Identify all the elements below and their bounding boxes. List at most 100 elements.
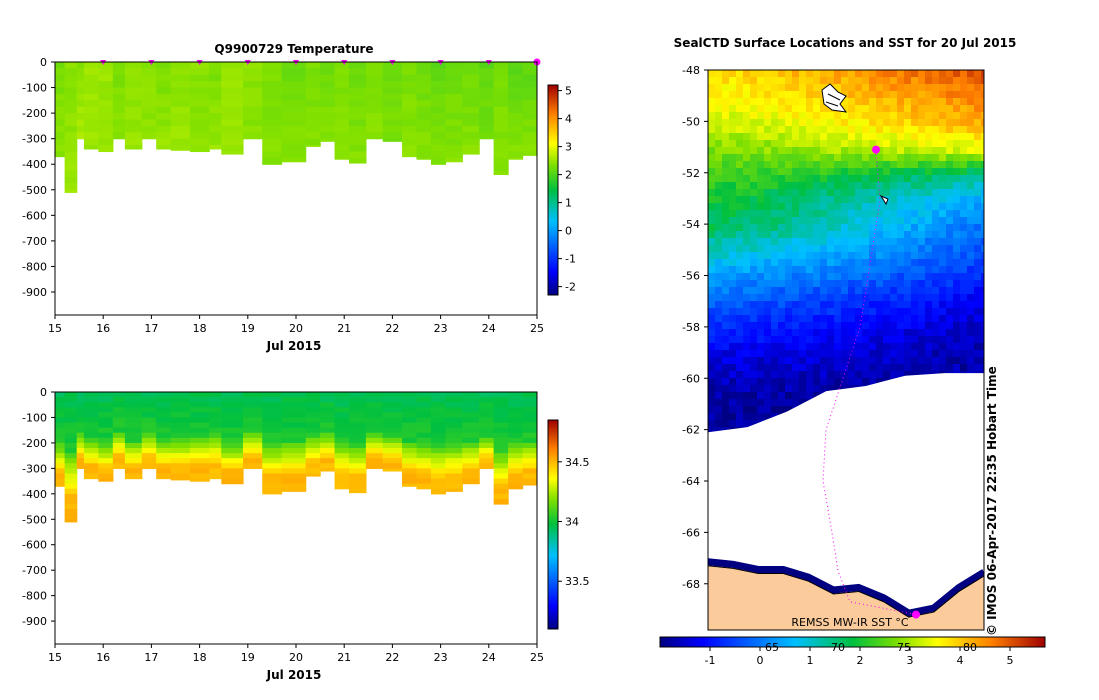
sst-cell <box>820 252 828 260</box>
temperature-cell <box>98 62 114 69</box>
sst-cell <box>827 119 835 127</box>
sst-cell <box>904 238 912 246</box>
sst-cell <box>750 413 758 421</box>
salinity-cell <box>462 432 480 439</box>
sst-cell <box>918 329 926 337</box>
sst-cell <box>771 280 779 288</box>
sst-cell <box>932 168 940 176</box>
salinity-cell <box>416 458 432 464</box>
temperature-cell <box>156 100 172 108</box>
sst-cell <box>876 196 884 204</box>
salinity-cell <box>281 453 307 459</box>
temperature-cell <box>382 93 403 101</box>
sst-cell <box>981 70 984 78</box>
sst-cell <box>904 77 912 85</box>
sst-cell <box>785 308 793 316</box>
sst-cell <box>911 238 919 246</box>
sst-cell <box>806 112 814 120</box>
temperature-cell <box>462 62 480 69</box>
sst-cell <box>918 252 926 260</box>
temperature-cell <box>170 119 191 127</box>
sst-cell <box>743 161 751 169</box>
sst-cell <box>736 357 744 365</box>
sst-cell <box>904 364 912 372</box>
sst-cell <box>722 322 730 330</box>
temperature-cell <box>124 87 143 95</box>
salinity-cell <box>83 427 99 434</box>
sst-cell <box>834 322 842 330</box>
temperature-cell <box>508 62 524 69</box>
sst-cell <box>715 280 723 288</box>
sst-cell <box>967 189 975 197</box>
sst-cell <box>799 70 807 78</box>
temperature-cell <box>479 125 495 133</box>
sst-cell <box>841 196 849 204</box>
sst-cell <box>841 266 849 274</box>
temperature-cell <box>402 68 418 76</box>
temperature-cell <box>522 113 537 121</box>
sst-cell <box>911 294 919 302</box>
salinity-cell <box>221 407 244 413</box>
sst-cell <box>890 112 898 120</box>
sst-cell <box>883 189 891 197</box>
sst-cell <box>708 378 716 386</box>
sst-cell <box>911 126 919 134</box>
sst-cell <box>953 364 961 372</box>
salinity-cell <box>365 453 384 459</box>
sst-cell <box>722 126 730 134</box>
temperature-cell <box>221 87 244 95</box>
sst-cell <box>743 140 751 148</box>
temperature-cell <box>382 113 403 121</box>
sst-cell <box>841 70 849 78</box>
sst-cell <box>764 371 772 379</box>
sst-cell <box>876 119 884 127</box>
sst-cell <box>757 308 765 316</box>
temperature-cell <box>479 113 495 121</box>
colorbar-overlay-label: 70 <box>831 641 845 654</box>
salinity-cell <box>156 437 172 444</box>
x-tick-label: 17 <box>144 651 158 664</box>
salinity-cell <box>124 422 143 429</box>
sst-cell <box>785 182 793 190</box>
sst-cell <box>715 343 723 351</box>
sst-cell <box>883 203 891 211</box>
sst-cell <box>778 364 786 372</box>
sst-cell <box>715 189 723 197</box>
sst-cell <box>750 154 758 162</box>
salinity-cell <box>382 453 403 459</box>
salinity-cell <box>479 402 495 408</box>
temperature-cell <box>221 74 244 82</box>
sst-cell <box>806 385 814 393</box>
temperature-cell <box>334 62 350 69</box>
salinity-cell <box>479 432 495 439</box>
sst-cell <box>855 287 863 295</box>
salinity-cell <box>124 468 143 475</box>
sst-cell <box>757 91 765 99</box>
salinity-cell <box>320 402 336 408</box>
sst-cell <box>967 210 975 218</box>
sst-cell <box>792 168 800 176</box>
sst-cell <box>813 315 821 323</box>
sst-cell <box>778 308 786 316</box>
temperature-cell <box>445 68 463 76</box>
temperature-cell <box>430 138 447 146</box>
y-tick-label: 0 <box>40 386 47 399</box>
salinity-cell <box>189 473 210 480</box>
sst-cell <box>890 154 898 162</box>
sst-cell <box>897 364 905 372</box>
sst-cell <box>883 252 891 260</box>
salinity-cell <box>112 442 126 449</box>
sst-cell <box>708 413 716 421</box>
sst-cell <box>827 196 835 204</box>
sst-cell <box>785 322 793 330</box>
salinity-cell <box>281 488 307 492</box>
salinity-cell <box>334 422 350 429</box>
sst-cell <box>904 329 912 337</box>
salinity-cell <box>209 392 222 398</box>
sst-cell <box>827 231 835 239</box>
salinity-cell <box>189 478 210 482</box>
temperature-cell <box>493 106 509 114</box>
salinity-cell <box>281 432 307 439</box>
salinity-cell <box>493 427 509 434</box>
sst-cell <box>967 343 975 351</box>
